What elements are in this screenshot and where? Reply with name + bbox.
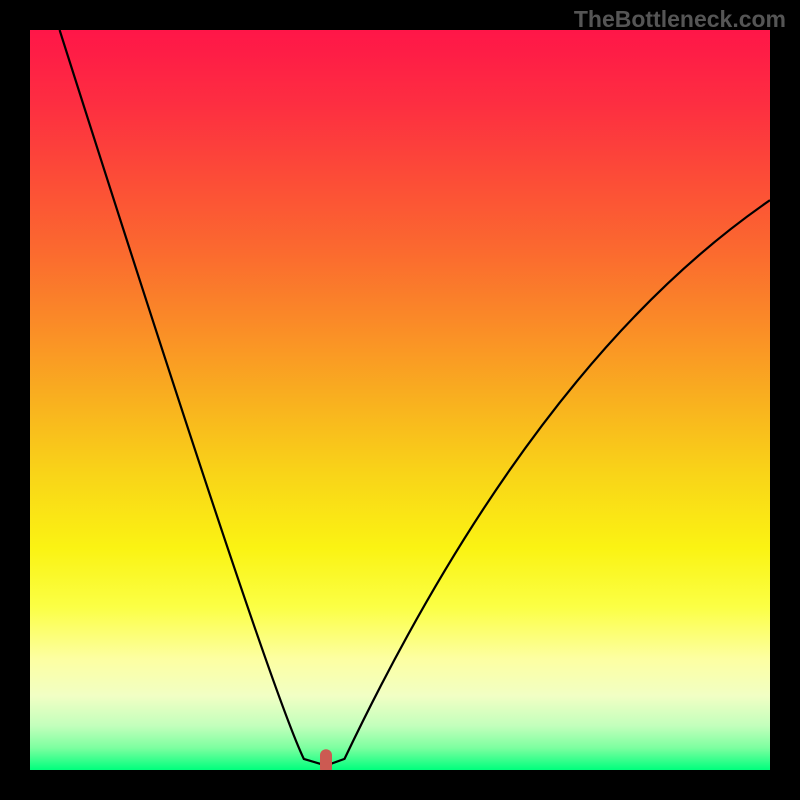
plot-area: [30, 30, 770, 770]
chart-svg: [0, 0, 800, 800]
chart-stage: TheBottleneck.com: [0, 0, 800, 800]
plot-background: [30, 30, 770, 770]
watermark-text: TheBottleneck.com: [574, 6, 786, 33]
